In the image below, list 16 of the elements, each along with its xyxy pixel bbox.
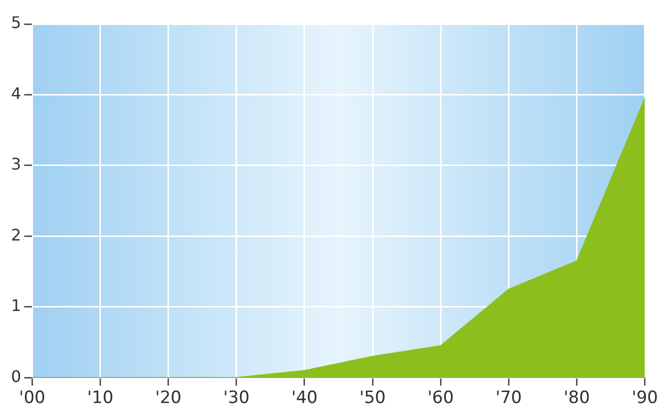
x-tick-label: '40 [291,388,318,408]
y-tick-label: 3 [10,154,22,174]
x-tick-label: '60 [427,388,454,408]
x-tick-label: '30 [223,388,250,408]
x-tick-label: '70 [496,388,522,408]
y-tick-label: 4 [10,84,22,103]
x-tick-label: '20 [155,388,182,408]
y-tick-label: 0 [10,366,22,386]
x-tick-label: '50 [359,388,386,408]
y-tick-label: 5 [10,13,22,32]
x-tick-label: '10 [87,388,114,408]
y-tick-label: 2 [10,225,22,244]
x-tick-label: '00 [19,388,46,408]
x-tick-label: '90 [632,388,658,408]
x-tick-label: '80 [564,388,590,408]
y-tick-label: 1 [10,296,22,316]
